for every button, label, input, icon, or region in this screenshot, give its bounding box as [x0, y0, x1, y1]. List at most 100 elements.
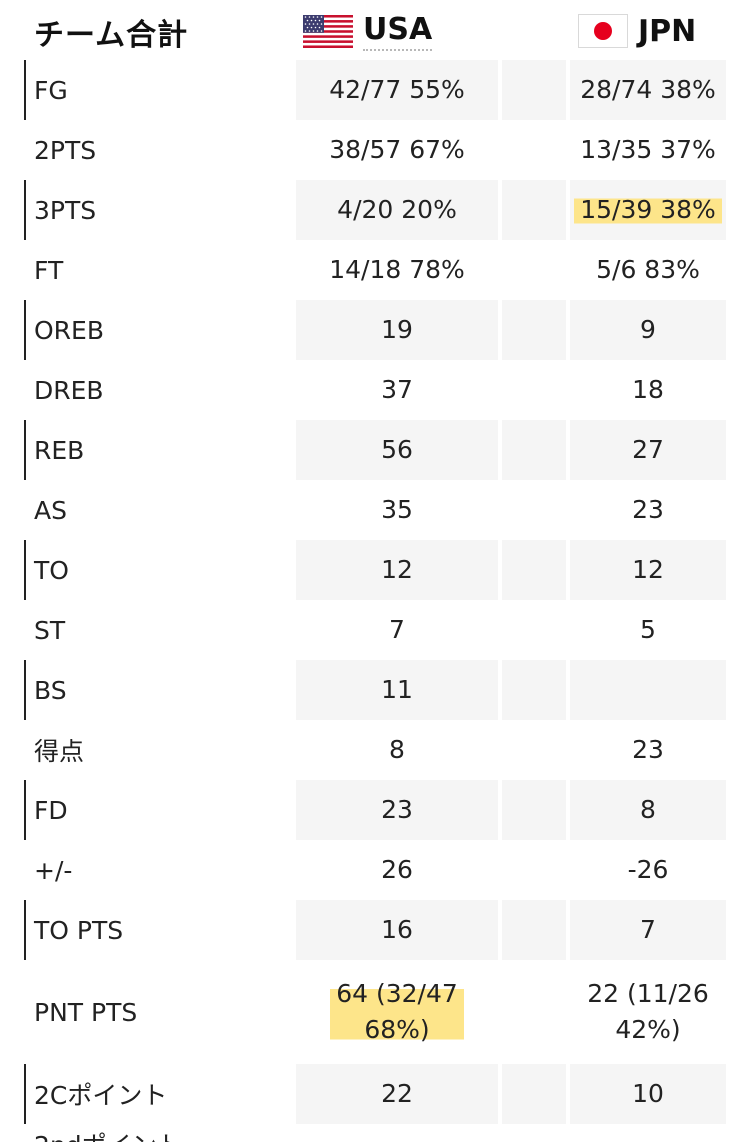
- table-row: 3PTS 4/20 20% 15/39 38%: [0, 180, 750, 240]
- table-row: FG 42/77 55% 28/74 38%: [0, 60, 750, 120]
- team-stats-table: FG 42/77 55% 28/74 38% 2PTS 38/57 67% 13/35 3…: [0, 60, 750, 1124]
- row-accent-bar: [24, 540, 26, 600]
- value-text: 9: [640, 314, 656, 344]
- cell-background: [296, 900, 498, 960]
- stat-label: PNT PTS: [34, 997, 138, 1027]
- stat-value-jpn: 23: [570, 480, 726, 540]
- stat-value-jpn: 12: [570, 540, 726, 600]
- cell-background: [296, 420, 498, 480]
- stat-value-usa: 19: [296, 300, 498, 360]
- value-text: 22 (11/26 42%): [587, 976, 709, 1049]
- value-text: 42/77 55%: [329, 74, 465, 104]
- value-text: 13/35 37%: [580, 134, 716, 164]
- table-row: 得点 8 23: [0, 720, 750, 780]
- table-row: OREB 19 9: [0, 300, 750, 360]
- stat-label: 得点: [34, 737, 85, 766]
- table-row: ST 7 5: [0, 600, 750, 660]
- value-text: 10: [632, 1078, 664, 1108]
- value-text: 28/74 38%: [580, 74, 716, 104]
- stat-label: OREB: [34, 315, 104, 345]
- table-row: REB 56 27: [0, 420, 750, 480]
- stat-label: FG: [34, 75, 68, 105]
- stat-value-jpn: 5: [570, 600, 726, 660]
- value-text: 23: [632, 494, 664, 524]
- stat-label: REB: [34, 435, 85, 465]
- cell-background: [570, 900, 726, 960]
- cell-background: [570, 60, 726, 120]
- stat-value-jpn: 15/39 38%: [570, 180, 726, 240]
- stat-value-usa: 37: [296, 360, 498, 420]
- value-text: 37: [381, 374, 413, 404]
- row-accent-bar: [24, 60, 26, 120]
- stat-label: DREB: [34, 375, 104, 405]
- stat-value-usa: 4/20 20%: [296, 180, 498, 240]
- row-accent-bar: [24, 660, 26, 720]
- jp-flag-icon: [578, 14, 628, 48]
- value-text: 38/57 67%: [329, 134, 465, 164]
- us-flag-icon: [303, 14, 353, 48]
- stat-value-usa: 16: [296, 900, 498, 960]
- row-accent-bar: [24, 1064, 26, 1124]
- stat-value-usa: 8: [296, 720, 498, 780]
- stat-value-usa: 14/18 78%: [296, 240, 498, 300]
- value-text: 23: [381, 794, 413, 824]
- stat-label: 3PTS: [34, 195, 97, 225]
- stat-value-jpn: [570, 660, 726, 720]
- stat-value-jpn: 28/74 38%: [570, 60, 726, 120]
- value-text: 5/6 83%: [596, 254, 700, 284]
- value-line: 42%): [615, 1015, 681, 1044]
- stat-value-usa: 64 (32/47 68%): [296, 960, 498, 1064]
- value-text: 27: [632, 434, 664, 464]
- cell-background: [296, 60, 498, 120]
- row-accent-bar: [24, 300, 26, 360]
- cell-background: [502, 660, 566, 720]
- table-row: FD 23 8: [0, 780, 750, 840]
- table-row: AS 35 23: [0, 480, 750, 540]
- cut-off-row-label: 2ndポイント: [34, 1126, 182, 1142]
- table-row: 2PTS 38/57 67% 13/35 37%: [0, 120, 750, 180]
- cell-background: [570, 420, 726, 480]
- team-jpn-header: JPN: [578, 8, 696, 54]
- cell-background: [296, 660, 498, 720]
- cell-background: [296, 780, 498, 840]
- table-row: 2Cポイント 22 10: [0, 1064, 750, 1124]
- cell-background: [502, 1064, 566, 1124]
- cell-background: [570, 780, 726, 840]
- value-text: 18: [632, 374, 664, 404]
- stat-value-usa: 7: [296, 600, 498, 660]
- table-row: TO 12 12: [0, 540, 750, 600]
- page-title: チーム合計: [34, 18, 189, 53]
- value-text: 35: [381, 494, 413, 524]
- value-text: 8: [389, 734, 405, 764]
- cell-background: [502, 180, 566, 240]
- stat-label: ST: [34, 615, 66, 645]
- stat-value-jpn: 18: [570, 360, 726, 420]
- cell-background: [570, 300, 726, 360]
- value-text: 12: [381, 554, 413, 584]
- cell-background: [296, 540, 498, 600]
- value-text: 5: [640, 614, 656, 644]
- value-line: 68%): [364, 1015, 430, 1044]
- team-name-usa[interactable]: USA: [363, 12, 433, 51]
- row-accent-bar: [24, 180, 26, 240]
- cell-background: [296, 1064, 498, 1124]
- value-text: 56: [381, 434, 413, 464]
- stat-value-jpn: 5/6 83%: [570, 240, 726, 300]
- value-text: 22: [381, 1078, 413, 1108]
- value-text: 19: [381, 314, 413, 344]
- value-text: 23: [632, 734, 664, 764]
- table-row: PNT PTS 64 (32/47 68%) 22 (11/26 42%): [0, 960, 750, 1064]
- value-text: -26: [627, 854, 669, 884]
- value-line: 64 (32/47: [336, 978, 458, 1008]
- highlighted-value: 15/39 38%: [574, 191, 722, 229]
- stat-label: TO: [34, 555, 69, 585]
- team-usa-header: USA: [303, 8, 433, 54]
- team-name-jpn[interactable]: JPN: [638, 13, 697, 49]
- stat-value-usa: 42/77 55%: [296, 60, 498, 120]
- stat-label: TO PTS: [34, 915, 124, 945]
- value-text: 11: [381, 674, 413, 704]
- stat-value-jpn: 22 (11/26 42%): [570, 960, 726, 1064]
- value-text: 16: [381, 914, 413, 944]
- stat-label: 2PTS: [34, 135, 97, 165]
- stat-label: AS: [34, 495, 67, 525]
